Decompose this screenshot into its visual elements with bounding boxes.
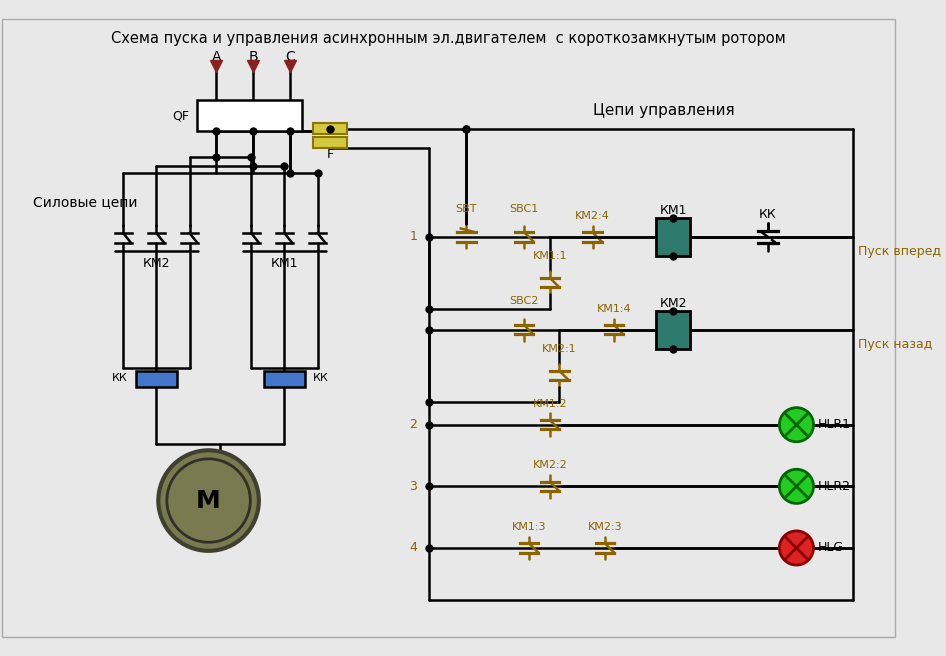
Bar	[313, 123, 347, 134]
Text: HLR2: HLR2	[817, 480, 850, 493]
Bar	[657, 218, 691, 256]
Text: КМ2: КМ2	[143, 257, 170, 270]
Bar	[657, 311, 691, 349]
Text: A: A	[211, 50, 221, 64]
Text: КК: КК	[759, 208, 777, 220]
Text: KM2:4: KM2:4	[575, 211, 610, 221]
Text: HLR1: HLR1	[817, 419, 850, 431]
Text: М: М	[196, 489, 221, 512]
Text: Силовые цепи: Силовые цепи	[33, 195, 137, 209]
Bar	[264, 371, 306, 387]
Text: KM1:1: KM1:1	[533, 251, 568, 261]
Text: КМ1: КМ1	[271, 257, 298, 270]
Text: B: B	[249, 50, 258, 64]
Text: KM2:1: KM2:1	[542, 344, 577, 354]
Text: 4: 4	[410, 541, 417, 554]
Circle shape	[158, 450, 259, 551]
Text: KM2:3: KM2:3	[587, 522, 622, 532]
Text: F: F	[326, 148, 334, 161]
Bar	[135, 371, 177, 387]
Bar	[197, 100, 302, 131]
Text: КМ1: КМ1	[659, 204, 687, 217]
Text: KM1:4: KM1:4	[597, 304, 632, 314]
Text: КК: КК	[313, 373, 328, 383]
Text: КМ2: КМ2	[659, 297, 687, 310]
Text: Цепи управления: Цепи управления	[593, 102, 734, 117]
Text: 3: 3	[410, 480, 417, 493]
Text: 2: 2	[410, 419, 417, 431]
Text: 1: 1	[410, 230, 417, 243]
Text: KM2:2: KM2:2	[533, 461, 568, 470]
Circle shape	[780, 469, 814, 503]
Text: SBC2: SBC2	[510, 297, 539, 306]
Circle shape	[780, 407, 814, 441]
Text: C: C	[286, 50, 295, 64]
Text: Схема пуска и управления асинхронным эл.двигателем  с короткозамкнутым ротором: Схема пуска и управления асинхронным эл.…	[111, 31, 786, 46]
Circle shape	[780, 531, 814, 565]
Bar	[313, 137, 347, 148]
Text: Пуск назад: Пуск назад	[858, 338, 933, 350]
Text: КК: КК	[113, 373, 128, 383]
Text: HLG: HLG	[817, 541, 844, 554]
Text: SBT: SBT	[456, 203, 477, 214]
Text: SBC1: SBC1	[510, 203, 539, 214]
Text: QF: QF	[172, 109, 189, 122]
Text: KM1:2: KM1:2	[533, 399, 568, 409]
Text: KM1:3: KM1:3	[512, 522, 546, 532]
Circle shape	[166, 459, 251, 543]
Text: Пуск вперед: Пуск вперед	[858, 245, 941, 258]
